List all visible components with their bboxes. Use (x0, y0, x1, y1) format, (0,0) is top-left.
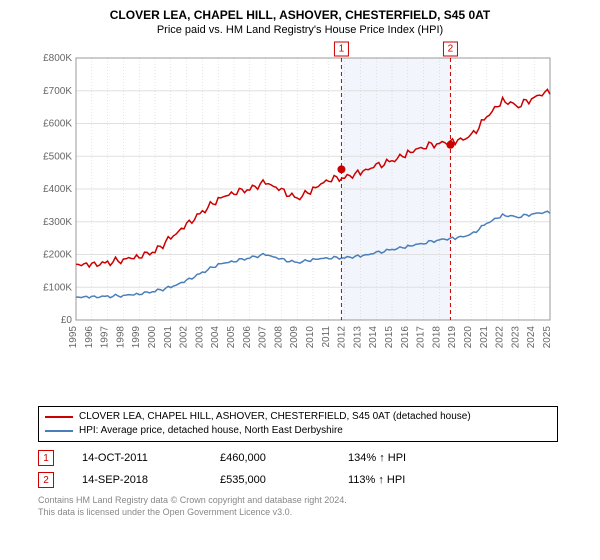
footer-line-1: Contains HM Land Registry data © Crown c… (38, 494, 558, 506)
x-tick-label: 2000 (147, 326, 158, 349)
chart-area: £0 £100K £200K £300K £400K £500K £600K £700K £80… (36, 40, 596, 400)
event-date: 14-OCT-2011 (82, 452, 192, 464)
x-tick-label: 2025 (542, 326, 553, 349)
legend-item: HPI: Average price, detached house, Nort… (45, 424, 551, 438)
x-tick-label: 2019 (447, 326, 458, 349)
line-chart: £0 £100K £200K £300K £400K £500K £600K £700K £80… (36, 40, 556, 360)
legend-label: HPI: Average price, detached house, Nort… (79, 424, 343, 438)
x-tick-label: 1995 (68, 326, 79, 349)
legend-swatch (45, 416, 73, 418)
x-tick-label: 2001 (163, 326, 174, 349)
y-tick-label: £0 (61, 315, 73, 326)
event-marker-number: 2 (448, 44, 454, 55)
y-tick-label: £800K (43, 53, 72, 64)
y-tick-label: £500K (43, 151, 72, 162)
x-tick-label: 2002 (179, 326, 190, 349)
event-pct: 113% ↑ HPI (348, 474, 405, 486)
x-tick-label: 1999 (131, 326, 142, 349)
footer-attribution: Contains HM Land Registry data © Crown c… (38, 494, 558, 518)
event-row: 2 14-SEP-2018 £535,000 113% ↑ HPI (38, 472, 558, 488)
legend-label: CLOVER LEA, CHAPEL HILL, ASHOVER, CHESTE… (79, 410, 471, 424)
chart-title: CLOVER LEA, CHAPEL HILL, ASHOVER, CHESTE… (0, 0, 600, 22)
event-number-box: 2 (38, 472, 54, 488)
footer-line-2: This data is licensed under the Open Gov… (38, 506, 558, 518)
chart-subtitle: Price paid vs. HM Land Registry's House … (0, 22, 600, 40)
x-tick-label: 2006 (242, 326, 253, 349)
y-tick-label: £600K (43, 119, 72, 130)
x-tick-label: 2015 (384, 326, 395, 349)
x-tick-label: 2016 (400, 326, 411, 349)
event-marker-dot (446, 141, 454, 149)
x-tick-label: 1997 (100, 326, 111, 349)
legend-swatch (45, 430, 73, 432)
x-tick-label: 2007 (258, 326, 269, 349)
x-tick-label: 1996 (84, 326, 95, 349)
x-tick-label: 2020 (463, 326, 474, 349)
y-tick-label: £400K (43, 184, 72, 195)
x-tick-label: 2004 (210, 326, 221, 349)
event-table: 1 14-OCT-2011 £460,000 134% ↑ HPI 2 14-SEP-20… (38, 450, 558, 488)
x-tick-label: 2018 (431, 326, 442, 349)
x-tick-label: 2014 (368, 326, 379, 349)
legend: CLOVER LEA, CHAPEL HILL, ASHOVER, CHESTE… (38, 406, 558, 442)
y-tick-label: £700K (43, 86, 72, 97)
y-tick-label: £300K (43, 217, 72, 228)
x-tick-label: 2005 (226, 326, 237, 349)
x-tick-label: 2012 (337, 326, 348, 349)
x-tick-label: 2023 (510, 326, 521, 349)
event-price: £460,000 (220, 452, 320, 464)
y-tick-label: £200K (43, 250, 72, 261)
x-tick-label: 2013 (352, 326, 363, 349)
y-tick-label: £100K (43, 282, 72, 293)
x-tick-label: 2010 (305, 326, 316, 349)
x-tick-label: 2021 (479, 326, 490, 349)
x-tick-label: 2008 (273, 326, 284, 349)
x-tick-label: 2009 (289, 326, 300, 349)
event-number-box: 1 (38, 450, 54, 466)
x-tick-label: 1998 (115, 326, 126, 349)
event-marker-dot (337, 165, 345, 173)
event-pct: 134% ↑ HPI (348, 452, 406, 464)
x-tick-label: 2003 (194, 326, 205, 349)
legend-item: CLOVER LEA, CHAPEL HILL, ASHOVER, CHESTE… (45, 410, 551, 424)
event-price: £535,000 (220, 474, 320, 486)
x-tick-label: 2024 (526, 326, 537, 349)
x-tick-label: 2011 (321, 326, 332, 348)
event-marker-number: 1 (339, 44, 345, 55)
event-date: 14-SEP-2018 (82, 474, 192, 486)
x-tick-label: 2022 (495, 326, 506, 349)
event-row: 1 14-OCT-2011 £460,000 134% ↑ HPI (38, 450, 558, 466)
x-tick-label: 2017 (416, 326, 427, 349)
